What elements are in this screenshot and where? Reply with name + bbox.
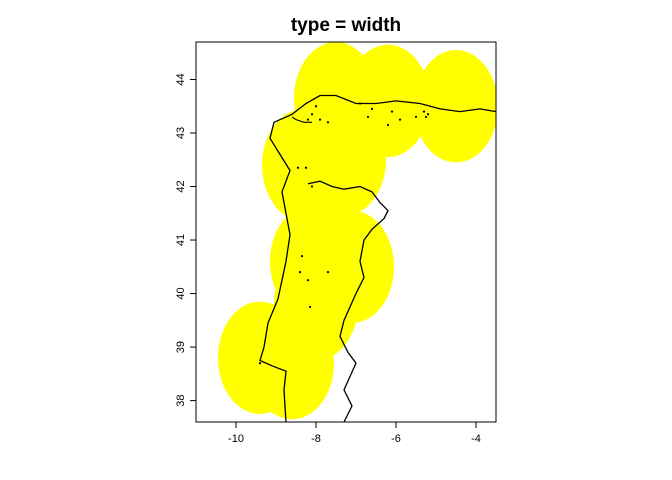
point-marker xyxy=(300,254,304,258)
points-layer xyxy=(258,102,430,365)
point-marker xyxy=(426,113,430,116)
point-marker xyxy=(386,123,390,127)
point-marker xyxy=(304,166,308,169)
point-marker xyxy=(296,166,300,169)
y-tick-label: 40 xyxy=(175,287,187,299)
point-marker xyxy=(358,102,362,105)
plot-area xyxy=(218,42,496,422)
point-marker xyxy=(370,107,374,111)
point-marker xyxy=(390,110,394,113)
point-marker xyxy=(422,110,426,113)
inner-boundary xyxy=(291,116,312,123)
y-tick-label: 43 xyxy=(175,127,187,139)
point-marker xyxy=(310,113,314,116)
y-tick-label: 42 xyxy=(175,180,187,192)
x-tick-label: -4 xyxy=(471,433,481,445)
y-tick-label: 44 xyxy=(175,73,187,85)
y-tick-label: 38 xyxy=(175,394,187,406)
boundary-layer xyxy=(259,94,496,422)
country-border xyxy=(307,180,389,422)
point-marker xyxy=(306,279,310,282)
x-tick-label: -10 xyxy=(228,433,244,445)
buffer-layer xyxy=(218,42,496,420)
point-marker xyxy=(258,362,262,365)
point-marker xyxy=(310,185,314,188)
point-marker xyxy=(314,105,318,108)
buffer-zone xyxy=(414,50,496,163)
point-marker xyxy=(424,115,428,119)
point-marker xyxy=(308,305,312,309)
point-marker xyxy=(298,271,302,274)
x-tick-label: -8 xyxy=(311,433,321,445)
point-marker xyxy=(326,271,330,274)
point-marker xyxy=(326,121,330,124)
x-axis: -10 -8 -6 -4 xyxy=(228,421,481,445)
buffer-zone xyxy=(250,306,334,420)
x-tick-label: -6 xyxy=(391,433,401,445)
y-tick-label: 39 xyxy=(175,341,187,353)
buffer-zone xyxy=(302,103,386,216)
point-marker xyxy=(414,115,418,119)
coastline xyxy=(259,94,496,422)
point-marker xyxy=(318,118,322,121)
point-marker xyxy=(398,118,402,121)
y-axis: 38 39 40 41 42 43 44 xyxy=(175,73,197,407)
chart-title: type = width xyxy=(291,15,401,36)
y-tick-label: 41 xyxy=(175,234,187,246)
point-marker xyxy=(366,115,370,119)
point-marker xyxy=(306,118,310,121)
